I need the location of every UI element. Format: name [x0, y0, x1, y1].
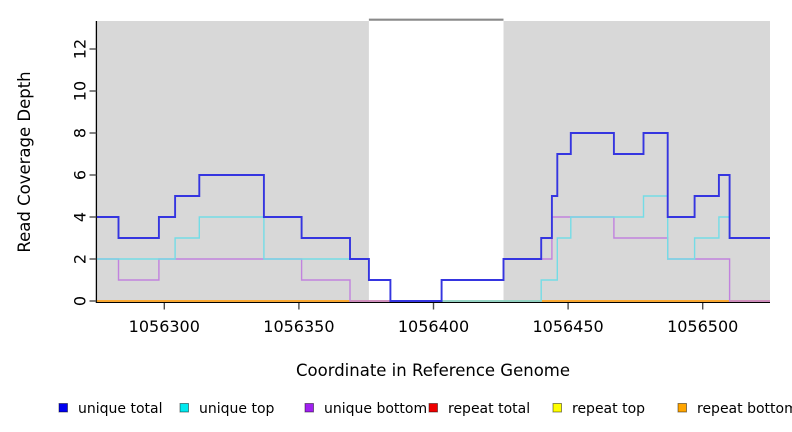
legend-label-repeat-top: repeat top [572, 401, 645, 417]
x-tick-label: 1056300 [129, 317, 200, 336]
y-tick-label: 0 [71, 296, 90, 306]
y-tick-label: 8 [71, 128, 90, 138]
x-axis: 1056300 1056350 1056400 1056450 1056500 [97, 301, 770, 336]
y-tick-label: 12 [71, 39, 90, 59]
legend-label-repeat-total: repeat total [448, 401, 530, 417]
legend-swatch-unique-top [179, 403, 189, 413]
y-axis: 0 2 4 6 8 10 12 [71, 21, 98, 306]
x-tick-label: 1056450 [532, 317, 603, 336]
series-line-unique-top [97, 195, 770, 302]
legend-item-unique-total: unique total [58, 401, 162, 417]
x-tick-label: 1056350 [263, 317, 334, 336]
legend-item-unique-top: unique top [179, 401, 275, 417]
highlight-band [368, 18, 504, 303]
legend-swatch-repeat-total [428, 403, 438, 413]
x-tick-label: 1056400 [398, 317, 469, 336]
legend-swatch-unique-bottom [304, 403, 314, 413]
legend-swatch-repeat-bottom [677, 403, 687, 413]
y-tick-label: 6 [71, 170, 90, 180]
legend-swatch-unique-total [58, 403, 68, 413]
legend-label-unique-top: unique top [199, 401, 275, 417]
legend-label-unique-total: unique total [78, 401, 162, 417]
legend-item-repeat-bottom: repeat bottom [677, 401, 792, 417]
y-tick-label: 2 [71, 254, 90, 264]
y-tick-label: 10 [71, 81, 90, 101]
legend-label-unique-bottom: unique bottom [324, 401, 427, 417]
legend-item-repeat-top: repeat top [552, 401, 645, 417]
legend-swatch-repeat-top [552, 403, 562, 413]
y-axis-title: Read Coverage Depth [15, 71, 34, 252]
x-axis-title: Coordinate in Reference Genome [296, 361, 570, 380]
legend-item-unique-bottom: unique bottom [304, 401, 427, 417]
series-line-unique-total [97, 132, 770, 302]
y-tick-label: 4 [71, 212, 90, 222]
legend: unique total unique top unique bottom re… [58, 401, 792, 417]
legend-item-repeat-total: repeat total [428, 401, 530, 417]
x-tick-label: 1056500 [667, 317, 738, 336]
series-lines [97, 132, 770, 302]
legend-label-repeat-bottom: repeat bottom [697, 401, 792, 417]
